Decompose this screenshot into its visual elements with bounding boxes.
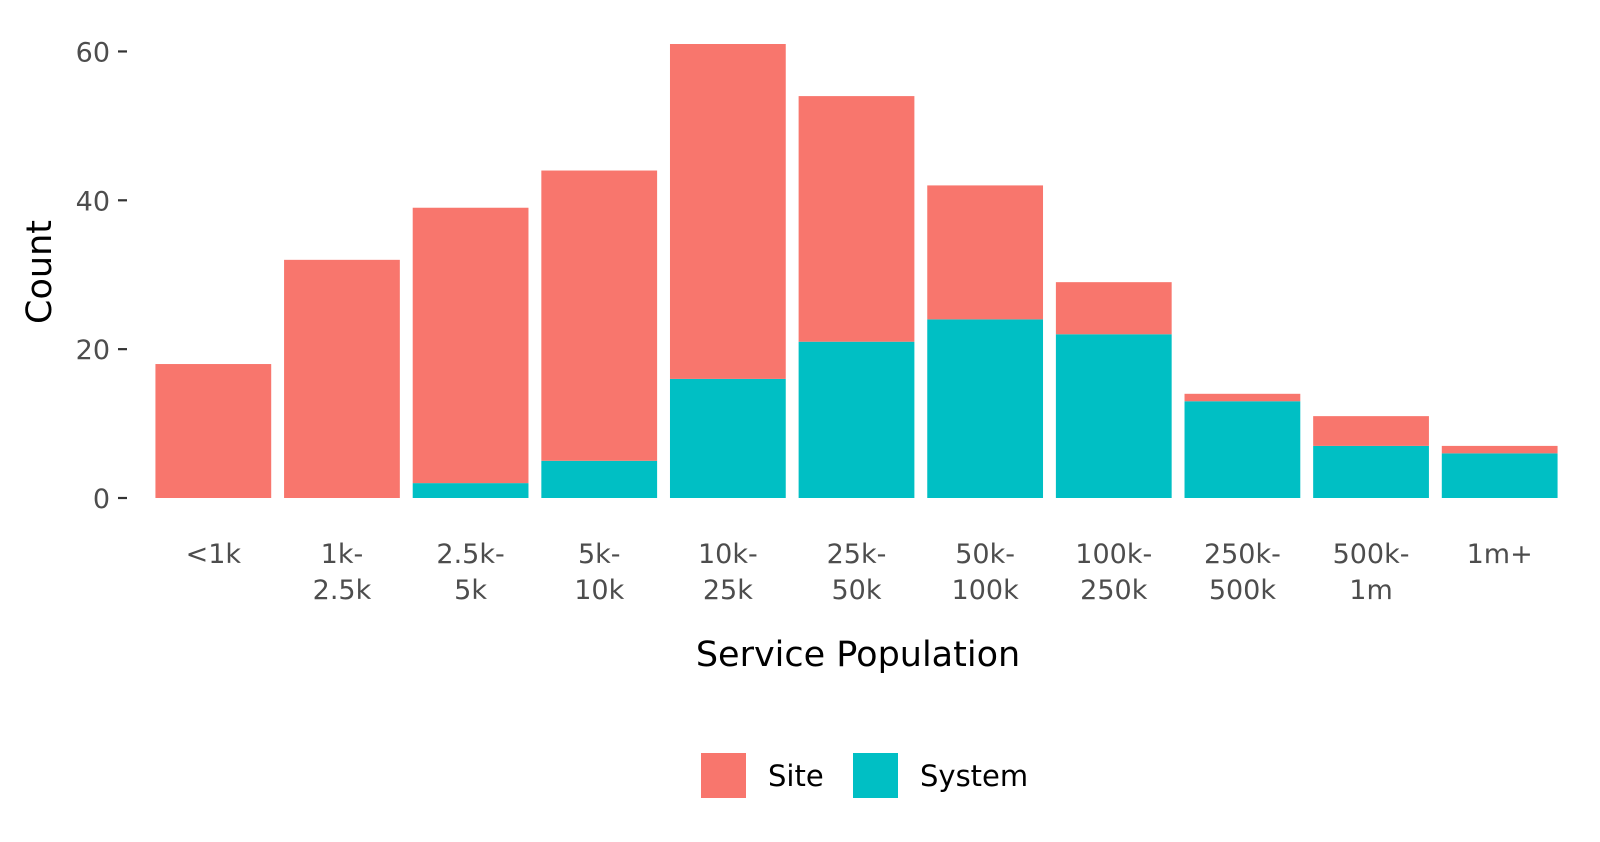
bar-system (412, 483, 529, 498)
bar-site (669, 44, 786, 379)
bar-site (1184, 393, 1301, 402)
bar-site (927, 185, 1044, 320)
bar-system (669, 378, 786, 498)
legend: Site System (701, 753, 1028, 798)
x-tick-label: <1k (186, 539, 242, 570)
bar-site (1441, 445, 1558, 454)
bar-system (1441, 453, 1558, 498)
bar-system (927, 319, 1044, 498)
x-tick-label: 2.5k-5k (436, 539, 504, 606)
bar-site (155, 364, 272, 498)
y-axis: 0 20 40 60 (76, 37, 127, 515)
y-tick-label: 40 (76, 186, 110, 217)
y-tick-label: 20 (76, 335, 110, 366)
legend-swatch-system (853, 753, 898, 798)
x-tick-label: 5k-10k (574, 539, 624, 606)
legend-swatch-site (701, 753, 746, 798)
x-tick-label: 50k-100k (952, 539, 1020, 606)
bar-site (541, 170, 658, 461)
bar-system (1184, 401, 1301, 498)
x-tick-label: 10k-25k (698, 539, 758, 606)
bar-system (1055, 334, 1172, 498)
bar-site (798, 96, 915, 342)
x-axis: <1k 1k-2.5k 2.5k-5k 5k-10k 10k-25k 25k-50k 50k… (186, 539, 1533, 606)
y-tick-label: 60 (76, 37, 110, 68)
x-tick-label: 500k-1m (1333, 539, 1410, 606)
x-tick-label: 100k-250k (1075, 539, 1152, 606)
y-axis-title: Count (20, 220, 60, 324)
x-tick-label: 25k-50k (827, 539, 887, 606)
x-axis-title: Service Population (696, 635, 1020, 675)
x-tick-label: 250k-500k (1204, 539, 1281, 606)
bar-site (284, 259, 400, 498)
bar-system (798, 341, 915, 498)
legend-label-site: Site (768, 759, 824, 793)
bar-site (1313, 416, 1429, 446)
bars (155, 44, 1558, 498)
x-tick-label: 1k-2.5k (313, 539, 372, 606)
bar-site (1055, 282, 1172, 335)
bar-system (541, 460, 658, 498)
legend-label-system: System (920, 759, 1028, 793)
bar-site (412, 207, 529, 484)
bar-system (1313, 445, 1429, 498)
y-tick-label: 0 (93, 484, 110, 515)
x-tick-label: 1m+ (1467, 539, 1533, 570)
